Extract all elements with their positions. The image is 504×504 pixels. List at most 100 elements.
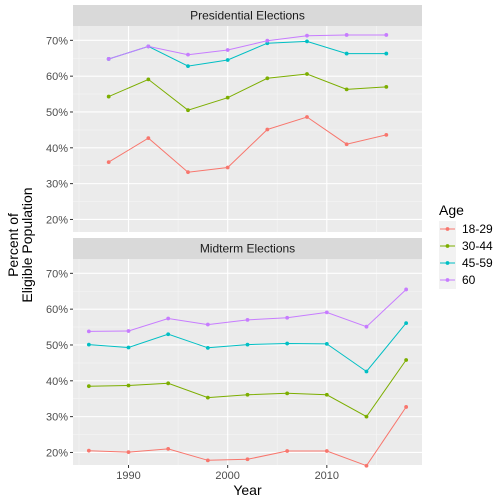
data-point-30-44 (225, 95, 230, 100)
data-point-45-59 (205, 345, 210, 350)
data-point-30-44 (186, 108, 190, 113)
data-point-30-44 (245, 392, 250, 397)
data-point-60 (245, 318, 250, 322)
data-point-30-44 (384, 85, 389, 89)
y-tick-label: 60% (46, 304, 68, 316)
data-point-45-59 (305, 39, 309, 44)
data-point-30-44 (404, 358, 409, 362)
series-group-midterm (86, 287, 409, 468)
data-point-60 (166, 316, 171, 321)
y-tick-label: 30% (46, 412, 68, 424)
panel-presidential: Presidential Elections 20% 30% 40% 50% 60% 70… (46, 5, 422, 232)
legend-item: 30-44 (439, 238, 493, 255)
strip-background-presidential (73, 5, 422, 26)
plot-background-presidential (73, 26, 422, 232)
data-point-30-44 (166, 381, 171, 386)
data-point-45-59 (384, 51, 389, 56)
data-point-18-29 (404, 405, 409, 409)
y-tick-label: 20% (46, 447, 68, 459)
data-point-45-59 (186, 64, 190, 69)
data-point-60 (305, 33, 309, 38)
data-point-30-44 (86, 384, 91, 389)
legend-label: 18-29 (462, 222, 493, 236)
data-point-45-59 (225, 58, 230, 62)
x-tick-label: 2000 (215, 470, 239, 482)
data-point-18-29 (384, 133, 389, 137)
data-point-60 (265, 38, 270, 43)
data-point-30-44 (205, 395, 210, 400)
data-point-45-59 (86, 342, 91, 347)
data-point-60 (324, 310, 329, 315)
x-ticks: 1990 2000 2010 (116, 465, 339, 482)
legend-label: 60 (462, 273, 476, 287)
data-point-60 (106, 57, 111, 61)
series-group-presidential (106, 33, 389, 175)
data-point-18-29 (324, 449, 329, 453)
data-point-45-59 (404, 321, 409, 326)
data-point-18-29 (186, 170, 190, 175)
legend: Age 18-29 30-44 45-59 60 (439, 202, 493, 289)
data-point-18-29 (146, 136, 151, 141)
data-point-30-44 (106, 94, 111, 99)
data-point-60 (146, 44, 151, 49)
data-point-60 (126, 329, 131, 333)
y-tick-label: 30% (46, 179, 68, 191)
legend-key-point (445, 227, 450, 231)
data-point-30-44 (126, 383, 131, 388)
y-axis-title-line1: Percent of (5, 213, 21, 277)
x-axis-title: Year (233, 482, 262, 498)
legend-label: 45-59 (462, 256, 493, 270)
data-point-45-59 (324, 342, 329, 346)
data-point-30-44 (305, 72, 309, 76)
series-line-60 (108, 34, 387, 60)
data-point-30-44 (324, 392, 329, 397)
data-point-60 (225, 48, 230, 52)
strip-title-presidential: Presidential Elections (190, 9, 305, 23)
y-tick-label: 40% (46, 376, 68, 388)
data-point-60 (344, 33, 349, 37)
legend-label: 30-44 (462, 239, 493, 253)
panel-midterm: Midterm Elections 20% 30% 40% 50% 60% 70% (46, 238, 422, 468)
y-ticks-midterm: 20% 30% 40% 50% 60% 70% (46, 268, 73, 459)
y-tick-label: 40% (46, 143, 68, 155)
data-point-30-44 (285, 391, 290, 396)
x-tick-label: 2010 (315, 470, 339, 482)
data-point-18-29 (225, 165, 230, 170)
data-point-18-29 (86, 448, 91, 453)
legend-item: 45-59 (439, 255, 493, 272)
y-tick-label: 50% (46, 107, 68, 119)
y-tick-label: 50% (46, 340, 68, 352)
legend-key-point (445, 261, 450, 265)
data-point-45-59 (126, 345, 131, 350)
y-tick-label: 60% (46, 71, 68, 83)
legend-title: Age (439, 202, 464, 218)
y-axis-title: Percent of Eligible Population (5, 187, 35, 302)
legend-item: 60 (439, 272, 476, 289)
grid-midterm (73, 259, 422, 465)
series-line-18-29 (108, 116, 387, 173)
data-point-60 (205, 322, 210, 327)
data-point-60 (404, 287, 409, 292)
x-tick-label: 1990 (116, 470, 140, 482)
data-point-18-29 (285, 449, 290, 453)
data-point-30-44 (344, 87, 349, 92)
y-axis-title-line2: Eligible Population (19, 187, 35, 302)
data-point-18-29 (344, 142, 349, 147)
data-point-45-59 (285, 341, 290, 346)
data-point-30-44 (364, 414, 369, 419)
strip-background-midterm (73, 238, 422, 259)
legend-key-point (445, 278, 450, 282)
data-point-60 (86, 329, 91, 334)
data-point-45-59 (364, 369, 369, 374)
data-point-30-44 (146, 77, 151, 82)
data-point-18-29 (364, 463, 369, 468)
data-point-18-29 (205, 458, 210, 463)
data-point-18-29 (126, 450, 131, 455)
series-line-30-44 (108, 73, 387, 111)
data-point-60 (384, 33, 389, 37)
data-point-18-29 (245, 457, 250, 462)
grid-presidential (73, 26, 422, 232)
y-ticks-presidential: 20% 30% 40% 50% 60% 70% (46, 35, 73, 226)
data-point-30-44 (265, 76, 270, 81)
